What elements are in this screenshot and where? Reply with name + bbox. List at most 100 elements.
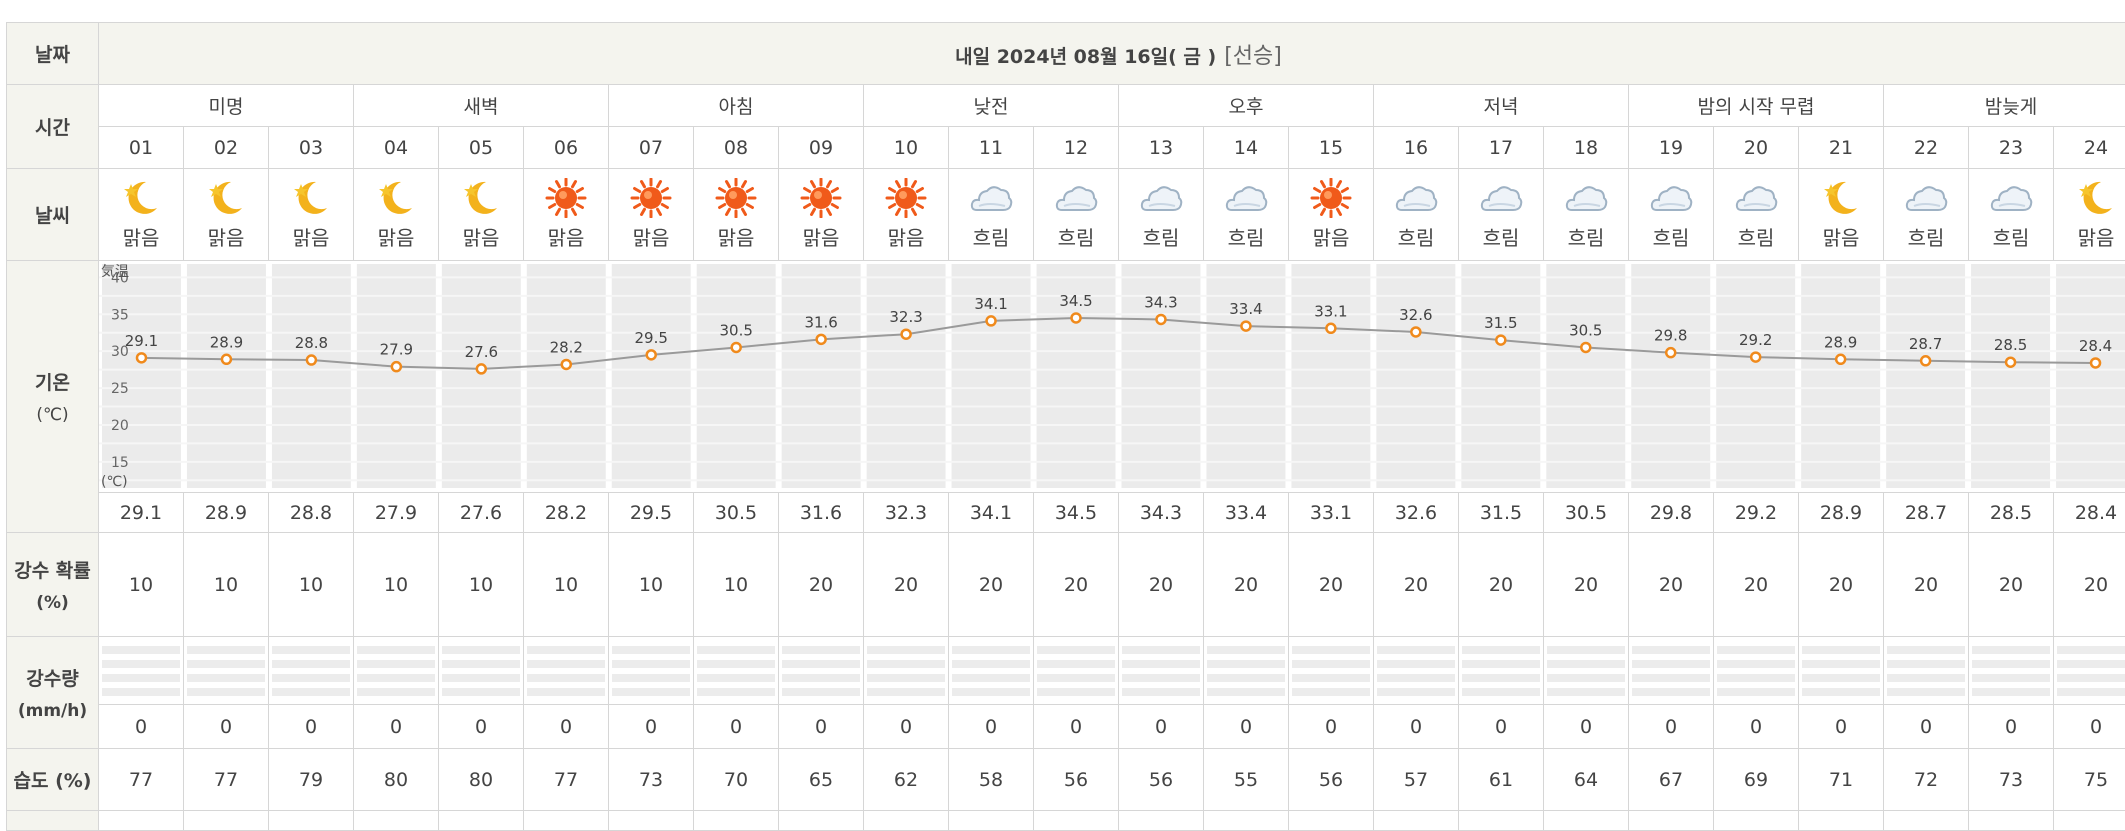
precip-prob-cell: 20: [1629, 533, 1714, 637]
tail-cell: [694, 811, 779, 831]
cloud-icon: [1904, 178, 1948, 218]
weather-text: 흐림: [1908, 222, 1945, 251]
tail-cell: [1969, 811, 2054, 831]
precip-bar-cell: [1459, 637, 1544, 705]
humidity-cell: 73: [1969, 749, 2054, 811]
precip-bar-cell: [1629, 637, 1714, 705]
weather-cell: 흐림: [1119, 169, 1204, 261]
moon-icon: [289, 178, 333, 218]
tail-cell: [1289, 811, 1374, 831]
temperature-point-label: 33.1: [1314, 302, 1347, 320]
humidity-cell: 77: [524, 749, 609, 811]
precip-prob-cell: 20: [1374, 533, 1459, 637]
chart-column-bg: [1291, 264, 1370, 488]
precip-prob-cell: 20: [1289, 533, 1374, 637]
hour-cell: 23: [1969, 127, 2054, 169]
temp-value-cell: 34.3: [1119, 493, 1204, 533]
precip-prob-cell: 20: [2054, 533, 2125, 637]
time-label: 시간: [7, 85, 99, 169]
chart-column-bg: [1631, 264, 1710, 488]
period-1: 새벽: [354, 85, 609, 127]
cloud-icon: [1989, 178, 2033, 218]
precip-prob-cell: 20: [1884, 533, 1969, 637]
temperature-point-label: 34.5: [1059, 291, 1092, 309]
temperature-point: [392, 362, 401, 371]
weather-text: 흐림: [973, 222, 1010, 251]
weather-cell: 흐림: [1884, 169, 1969, 261]
temperature-point: [732, 342, 741, 351]
y-tick-label: 20: [111, 417, 129, 433]
humidity-cell: 56: [1119, 749, 1204, 811]
precip-bar-cell: [1374, 637, 1459, 705]
chart-column-bg: [697, 264, 776, 488]
precip-prob-cell: 20: [1119, 533, 1204, 637]
weather-cell: 맑음: [1799, 169, 1884, 261]
period-6: 밤의 시작 무렵: [1629, 85, 1884, 127]
cloud-icon: [1139, 178, 1183, 218]
precip-prob-cell: 10: [269, 533, 354, 637]
precip-bar-row: 강수량 (mm/h): [7, 637, 2125, 705]
weather-cell: 맑음: [439, 169, 524, 261]
title-sub-link[interactable]: [선승]: [1224, 44, 1282, 69]
precip-amount-cell: 0: [184, 705, 269, 749]
temperature-point-label: 28.4: [2079, 336, 2112, 354]
y-tick-label: 15: [111, 454, 129, 470]
weather-text: 맑음: [2078, 222, 2115, 251]
hour-cell: 16: [1374, 127, 1459, 169]
precip-bar-cell: [1204, 637, 1289, 705]
tail-cell: [1034, 811, 1119, 831]
temperature-point: [307, 355, 316, 364]
temperature-point-label: 28.7: [1909, 334, 1942, 352]
precip-bar-cell: [1289, 637, 1374, 705]
tail-cell: [1119, 811, 1204, 831]
temperature-point: [477, 364, 486, 373]
period-2: 아침: [609, 85, 864, 127]
temperature-point: [1921, 356, 1930, 365]
weather-cell: 흐림: [1969, 169, 2054, 261]
precip-prob-cell: 20: [1714, 533, 1799, 637]
temperature-point-label: 29.5: [635, 328, 668, 346]
temp-value-cell: 32.6: [1374, 493, 1459, 533]
precip-prob-label-cell: 강수 확률 (%): [7, 533, 99, 637]
tail-cell: [1459, 811, 1544, 831]
precip-amount-cell: 0: [1119, 705, 1204, 749]
sun-icon: [1309, 178, 1353, 218]
chart-column-bg: [527, 264, 606, 488]
temperature-point-label: 34.3: [1144, 293, 1177, 311]
humidity-cell: 77: [184, 749, 269, 811]
chart-bottom-label: (℃): [101, 474, 128, 490]
tail-cell: [609, 811, 694, 831]
weather-label: 날씨: [7, 169, 99, 261]
weather-cell: 흐림: [1459, 169, 1544, 261]
precip-prob-cell: 10: [694, 533, 779, 637]
precip-prob-cell: 10: [354, 533, 439, 637]
tail-cell: [99, 811, 184, 831]
precip-prob-cell: 20: [1969, 533, 2054, 637]
weather-text: 흐림: [1228, 222, 1265, 251]
cloud-icon: [1479, 178, 1523, 218]
hour-cell: 17: [1459, 127, 1544, 169]
temperature-point: [1581, 342, 1590, 351]
weather-text: 맑음: [548, 222, 585, 251]
temp-value-cell: 33.1: [1289, 493, 1374, 533]
tail-cell: [1544, 811, 1629, 831]
hour-cell: 21: [1799, 127, 1884, 169]
temperature-point: [1156, 314, 1165, 323]
precip-prob-cell: 20: [779, 533, 864, 637]
chart-column-bg: [612, 264, 691, 488]
precip-amount-cell: 0: [864, 705, 949, 749]
weather-text: 흐림: [1653, 222, 1690, 251]
hour-cell: 24: [2054, 127, 2125, 169]
temp-value-cell: 27.6: [439, 493, 524, 533]
weather-text: 맑음: [208, 222, 245, 251]
temperature-point: [902, 329, 911, 338]
weather-cell: 흐림: [1629, 169, 1714, 261]
precip-bar-cell: [269, 637, 354, 705]
hour-cell: 14: [1204, 127, 1289, 169]
cloud-icon: [1224, 178, 1268, 218]
weather-cell: 흐림: [949, 169, 1034, 261]
sun-icon: [714, 178, 758, 218]
